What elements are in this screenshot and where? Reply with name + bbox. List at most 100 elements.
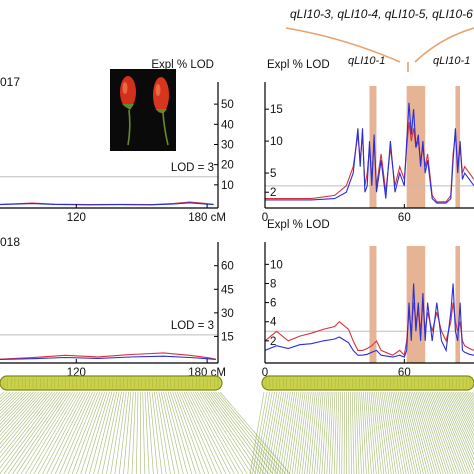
synteny-link (0, 391, 34, 429)
synteny-link (167, 391, 193, 474)
synteny-link (0, 391, 17, 409)
synteny-link (429, 391, 461, 474)
synteny-link (156, 391, 171, 474)
highlight-band-0 (369, 246, 377, 363)
synteny-link (0, 391, 48, 449)
synteny-link (195, 391, 244, 474)
synteny-link (33, 391, 81, 474)
y-tick-label: 10 (270, 136, 283, 148)
synteny-link (123, 391, 132, 474)
two-red-pepper-fruits-icon (120, 76, 169, 146)
synteny-link (368, 391, 377, 474)
synteny-link (254, 391, 271, 474)
synteny-link (463, 391, 474, 413)
synteny-link (84, 391, 110, 474)
synteny-link (388, 391, 404, 474)
synteny-link (284, 391, 298, 474)
synteny-link (0, 391, 26, 419)
synteny-link (440, 391, 474, 472)
synteny-link (135, 391, 139, 474)
synteny-link (410, 391, 434, 474)
synteny-link (403, 391, 424, 474)
series-line-blue (0, 202, 214, 206)
synteny-link (433, 391, 466, 474)
synteny-link (0, 391, 40, 437)
synteny-link (262, 391, 278, 474)
synteny-link (179, 391, 214, 474)
synteny-link (405, 391, 427, 474)
synteny-link (349, 391, 352, 474)
synteny-link (197, 391, 248, 474)
synteny-link (259, 391, 275, 474)
synteny-link (25, 391, 76, 474)
synteny-link (399, 391, 419, 474)
synteny-link (431, 391, 464, 474)
synteny-links-left (0, 391, 291, 474)
synteny-link (461, 391, 474, 416)
synteny-link (59, 391, 96, 474)
synteny-link (0, 391, 42, 441)
y-tick-label: 40 (221, 119, 234, 131)
y-tick-label: 20 (221, 160, 234, 172)
synteny-link (326, 391, 332, 474)
synteny-link (459, 391, 474, 420)
pepper-photo (110, 69, 176, 151)
synteny-link (12, 391, 68, 474)
qtl-label-left: qLI10-1 (348, 55, 385, 67)
synteny-link (76, 391, 106, 474)
synteny-link (42, 391, 86, 474)
synteny-link (71, 391, 103, 474)
synteny-link (170, 391, 197, 474)
x-tick-label: 120 (67, 212, 86, 224)
synteny-link (449, 391, 474, 446)
synteny-link (443, 391, 474, 461)
synteny-link (149, 391, 158, 474)
synteny-link (370, 391, 380, 474)
synteny-link (422, 391, 451, 474)
y-tick-label: 30 (221, 139, 234, 151)
synteny-link (50, 391, 91, 474)
synteny-link (351, 391, 355, 474)
synteny-link (387, 391, 402, 474)
synteny-link (311, 391, 320, 474)
synteny-link (188, 391, 231, 474)
synteny-link (333, 391, 338, 474)
synteny-link (199, 391, 252, 474)
synteny-link (144, 391, 150, 474)
synteny-link (456, 391, 474, 428)
x-tick-label: 0 (262, 212, 268, 224)
chromosome-right (261, 375, 474, 391)
synteny-link (363, 391, 370, 474)
synteny-link (442, 391, 474, 466)
synteny-link (364, 391, 372, 474)
synteny-link (63, 391, 98, 474)
qtl-label-right: qLI10-1 (433, 55, 470, 67)
qtl-bracket (285, 27, 474, 63)
synteny-link (436, 391, 471, 474)
highlight-band-0 (369, 86, 377, 208)
y-tick-label: 10 (270, 259, 283, 271)
synteny-link (291, 391, 304, 474)
x-tick-label: 0 (262, 367, 268, 379)
chromosome-bar (261, 375, 474, 391)
synteny-link (316, 391, 324, 474)
synteny-link (151, 391, 163, 474)
synteny-link (450, 391, 474, 441)
synteny-link (438, 391, 474, 474)
synteny-link (80, 391, 108, 474)
y-tick-label: 4 (270, 317, 277, 329)
synteny-link (0, 391, 56, 464)
synteny-link (357, 391, 362, 474)
synteny-link (419, 391, 447, 474)
synteny-link (181, 391, 218, 474)
y-axis-label: Expl % LOD (267, 219, 330, 231)
synteny-link (338, 391, 342, 474)
synteny-link (366, 391, 375, 474)
x-tick-label: 180 cM (188, 212, 226, 224)
synteny-link (385, 391, 399, 474)
synteny-link (16, 391, 71, 474)
synteny-link (426, 391, 456, 474)
synteny-link (37, 391, 84, 474)
